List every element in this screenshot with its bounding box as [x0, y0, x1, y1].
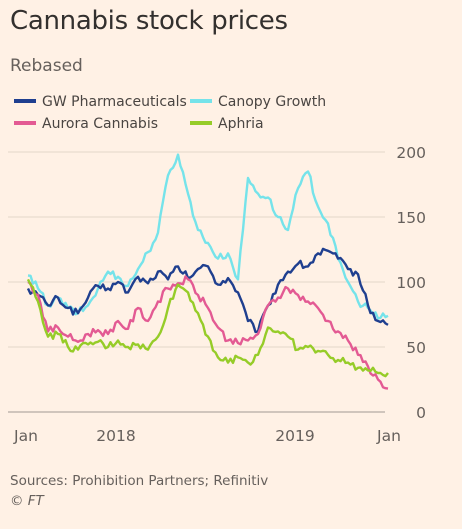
x-tick-label: Jan: [376, 427, 401, 445]
legend-swatch-gw-pharmaceuticals: [14, 99, 36, 103]
legend-swatch-aurora-cannabis: [14, 121, 36, 125]
legend-swatch-canopy-growth: [190, 99, 212, 103]
legend-item-aphria: Aphria: [190, 116, 264, 132]
series-line-canopy-growth: [27, 153, 389, 320]
y-tick-label: 200: [396, 144, 426, 162]
chart-title: Cannabis stock prices: [10, 6, 288, 36]
y-tick-label: 100: [396, 274, 426, 292]
source-note: Sources: Prohibition Partners; Refinitiv: [10, 473, 269, 489]
chart-subtitle: Rebased: [10, 56, 83, 76]
legend-swatch-aphria: [190, 121, 212, 125]
series-lines: [26, 153, 389, 390]
x-axis-ticks: Jan 2018 2019 Jan: [13, 427, 401, 445]
legend-label-gw-pharmaceuticals: GW Pharmaceuticals: [42, 94, 187, 110]
x-tick-label: 2018: [96, 427, 135, 445]
y-tick-label: 0: [416, 404, 426, 422]
legend-label-aurora-cannabis: Aurora Cannabis: [42, 116, 158, 132]
ft-credit: © FT: [10, 493, 44, 509]
series-line-aphria: [26, 278, 389, 378]
series-line-gw-pharmaceuticals: [26, 247, 389, 334]
legend-item-canopy-growth: Canopy Growth: [190, 94, 326, 110]
legend-item-aurora-cannabis: Aurora Cannabis: [14, 116, 158, 132]
legend-item-gw-pharmaceuticals: GW Pharmaceuticals: [14, 94, 187, 110]
y-tick-label: 50: [406, 339, 426, 357]
series-line-aurora-cannabis: [27, 275, 389, 390]
y-axis-ticks: 0 50 100 150 200: [396, 144, 426, 422]
legend-label-canopy-growth: Canopy Growth: [218, 94, 327, 110]
x-tick-label: 2019: [275, 427, 314, 445]
gridlines: [8, 151, 385, 413]
x-tick-label: Jan: [13, 427, 38, 445]
legend-label-aphria: Aphria: [218, 116, 264, 132]
y-tick-label: 150: [396, 209, 426, 227]
